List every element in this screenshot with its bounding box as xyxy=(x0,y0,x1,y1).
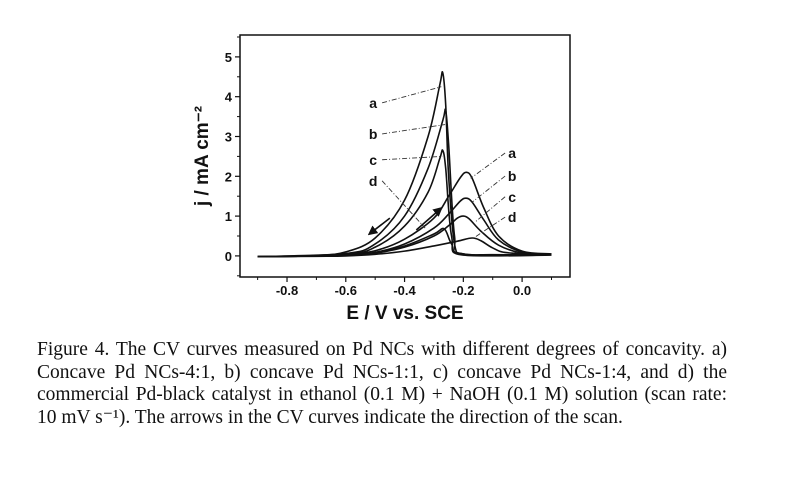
y-tick-label: 5 xyxy=(225,50,232,65)
cv-curve-a-backward xyxy=(257,70,552,258)
annotation-leader-line xyxy=(473,216,506,239)
y-tick-label: 3 xyxy=(225,129,232,144)
x-axis-label: E / V vs. SCE xyxy=(346,303,463,324)
y-tick-label: 1 xyxy=(225,209,232,224)
curve-label-a: a xyxy=(508,145,516,161)
x-tick-label: 0.0 xyxy=(513,283,531,298)
annotation-leader-line xyxy=(382,124,446,135)
y-tick-label: 2 xyxy=(225,169,232,184)
curve-label-b: b xyxy=(508,168,517,184)
annotation-leader-line xyxy=(381,86,442,104)
cv-curve-b-backward xyxy=(257,108,552,258)
cv-curve-d-backward xyxy=(257,227,552,258)
curve-label-c: c xyxy=(508,189,516,205)
scan-direction-arrow xyxy=(367,217,391,236)
curve-label-d: d xyxy=(508,209,517,225)
caption-text: The CV curves measured on Pd NCs with di… xyxy=(37,339,727,428)
curve-label-b: b xyxy=(369,126,378,142)
annotation-leader-line xyxy=(474,196,506,223)
curve-label-a: a xyxy=(369,95,377,111)
plot-frame xyxy=(239,34,571,278)
x-tick-label: -0.8 xyxy=(276,283,298,298)
y-tick-label: 0 xyxy=(225,249,232,264)
curve-label-c: c xyxy=(369,152,377,168)
x-tick-label: -0.4 xyxy=(393,283,416,298)
y-tick-label: 4 xyxy=(225,90,233,105)
figure-label: Figure 4. xyxy=(37,339,110,360)
annotation-leader-line xyxy=(382,155,443,161)
annotation-leader-line xyxy=(471,175,506,203)
annotation-leader-line xyxy=(470,152,506,179)
y-axis-label: j / mA cm⁻² xyxy=(192,106,213,207)
scan-direction-arrow xyxy=(415,206,443,231)
annotation-leader-line xyxy=(381,180,426,229)
figure-caption: Figure 4. The CV curves measured on Pd N… xyxy=(37,339,727,429)
x-tick-label: -0.2 xyxy=(452,283,474,298)
x-tick-label: -0.6 xyxy=(335,283,357,298)
curve-label-d: d xyxy=(369,173,378,189)
